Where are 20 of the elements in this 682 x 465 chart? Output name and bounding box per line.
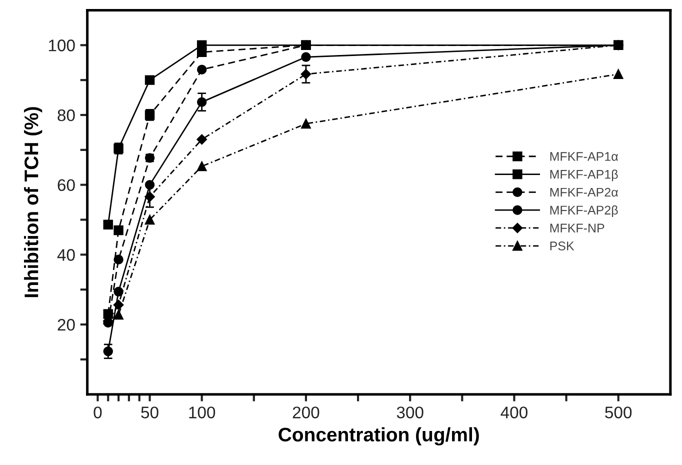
x-tick-label: 500 bbox=[605, 406, 632, 418]
y-tick-label: 100 bbox=[48, 40, 75, 52]
x-tick-label: 100 bbox=[189, 406, 216, 418]
y-tick-label: 20 bbox=[58, 318, 75, 331]
x-tick-label: 0 bbox=[94, 406, 102, 418]
x-tick-label: 400 bbox=[500, 406, 528, 418]
y-tick-label: 80 bbox=[58, 109, 75, 122]
legend-label: MFKF-AP1β bbox=[550, 170, 618, 182]
legend-label: MFKF-AP2β bbox=[550, 205, 618, 218]
legend-label: MFKF-AP2α bbox=[550, 188, 618, 197]
legend-label: MFKF-AP1α bbox=[550, 152, 618, 161]
x-tick-label: 50 bbox=[141, 406, 158, 418]
y-axis-title: Inhibition of TCH (%) bbox=[24, 107, 42, 298]
x-tick-label: 200 bbox=[292, 406, 320, 418]
y-tick-label: 60 bbox=[58, 179, 75, 192]
y-tick-label: 40 bbox=[57, 249, 75, 261]
legend-label: PSK bbox=[550, 242, 574, 250]
x-axis-title: Concentration (ug/ml) bbox=[278, 427, 479, 446]
legend-label: MFKF-NP bbox=[550, 224, 604, 232]
x-tick-label: 300 bbox=[396, 406, 424, 418]
